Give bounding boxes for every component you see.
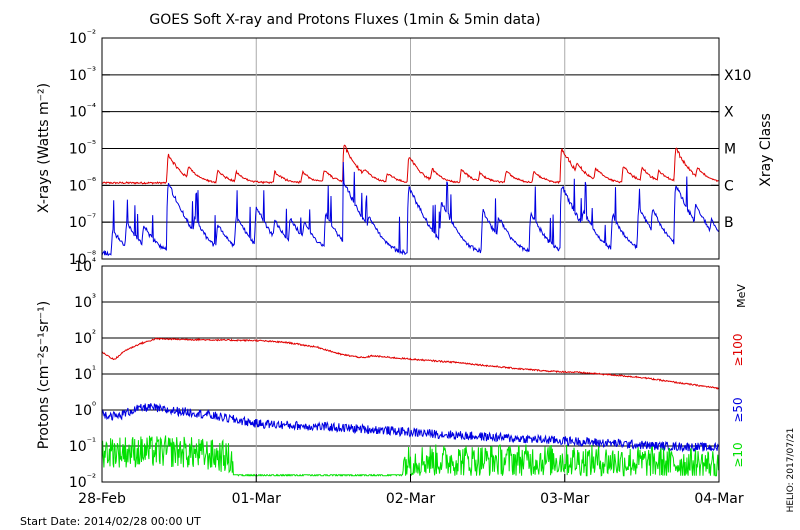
xray-class-label-c: C xyxy=(724,178,734,194)
xray-class-label-x10: X10 xyxy=(724,68,751,84)
x-tick-label: 01-Mar xyxy=(232,491,282,507)
xray-y-tick-label: 10⁻³ xyxy=(69,66,96,84)
proton-y-axis-label: Protons (cm⁻²s⁻¹sr⁻¹) xyxy=(36,301,52,450)
xray-class-label-x: X xyxy=(724,105,734,121)
xray-plot-frame xyxy=(101,37,720,260)
xray-series-line-blue xyxy=(101,161,720,257)
proton-legend-blue: ≥50 xyxy=(731,397,745,422)
proton-legend-green: ≥10 xyxy=(731,442,745,467)
proton-y-tick-label: 10² xyxy=(74,329,96,347)
proton-y-tick-label: 10⁻² xyxy=(69,473,96,491)
proton-series-line-blue xyxy=(101,403,720,453)
proton-series-line-green xyxy=(101,435,720,477)
xray-y-tick-labels: 10⁻⁸ 10⁻⁷ 10⁻⁶ 10⁻⁵ 10⁻⁴ 10⁻³ 10⁻² xyxy=(69,29,96,268)
xray-class-label-b: B xyxy=(724,215,734,231)
xray-y-tick-label: 10⁻⁷ xyxy=(69,213,96,231)
x-tick-label: 03-Mar xyxy=(540,491,590,507)
xray-y-tick-label: 10⁻⁶ xyxy=(69,176,96,194)
xray-series-line-red xyxy=(101,144,720,185)
xray-class-label-m: M xyxy=(724,142,736,158)
start-date: Start Date: 2014/02/28 00:00 UT xyxy=(20,515,201,528)
proton-y-tick-label: 10⁰ xyxy=(74,401,96,419)
xray-y-tick-label: 10⁻⁴ xyxy=(69,103,96,121)
chart-title: GOES Soft X-ray and Protons Fluxes (1min… xyxy=(149,12,540,28)
proton-y-tick-label: 10⁻¹ xyxy=(69,437,96,455)
xray-panel: 10⁻⁸ 10⁻⁷ 10⁻⁶ 10⁻⁵ 10⁻⁴ 10⁻³ 10⁻² B C M X X10 X-r… xyxy=(36,29,774,268)
x-tick-label: 02-Mar xyxy=(386,491,436,507)
x-tick-label: 04-Mar xyxy=(694,491,744,507)
xray-y-tick-label: 10⁻² xyxy=(69,29,96,47)
x-tick-label: 28-Feb xyxy=(78,491,126,507)
xray-series xyxy=(101,144,720,257)
proton-legend-red: ≥100 xyxy=(731,334,745,367)
xray-class-axis-label: Xray Class xyxy=(758,113,774,187)
proton-y-tick-label: 10³ xyxy=(74,293,96,311)
proton-y-tick-label: 10⁴ xyxy=(74,257,96,275)
proton-y-tick-label: 10¹ xyxy=(74,365,96,383)
proton-panel: 10⁻² 10⁻¹ 10⁰ 10¹ 10² 10³ 10⁴ Protons (cm⁻²s⁻¹… xyxy=(36,257,748,491)
proton-y-tick-labels: 10⁻² 10⁻¹ 10⁰ 10¹ 10² 10³ 10⁴ xyxy=(69,257,96,491)
proton-series xyxy=(101,337,720,477)
xray-y-axis-label: X-rays (Watts m⁻²) xyxy=(36,83,52,213)
xray-class-labels: B C M X X10 xyxy=(724,68,751,231)
xray-y-tick-label: 10⁻⁵ xyxy=(69,140,96,158)
proton-energy-axis-label: MeV xyxy=(735,284,748,308)
proton-series-line-red xyxy=(101,337,720,390)
xray-y-tick-label: 10⁻⁸ xyxy=(69,250,96,268)
credit: HELIO: 2017/07/21 xyxy=(786,428,796,513)
xray-gridlines xyxy=(102,37,719,260)
x-tick-labels: 28-Feb 01-Mar 02-Mar 03-Mar 04-Mar xyxy=(78,474,744,507)
proton-energy-legend: ≥100 ≥50 ≥10 xyxy=(731,334,745,468)
